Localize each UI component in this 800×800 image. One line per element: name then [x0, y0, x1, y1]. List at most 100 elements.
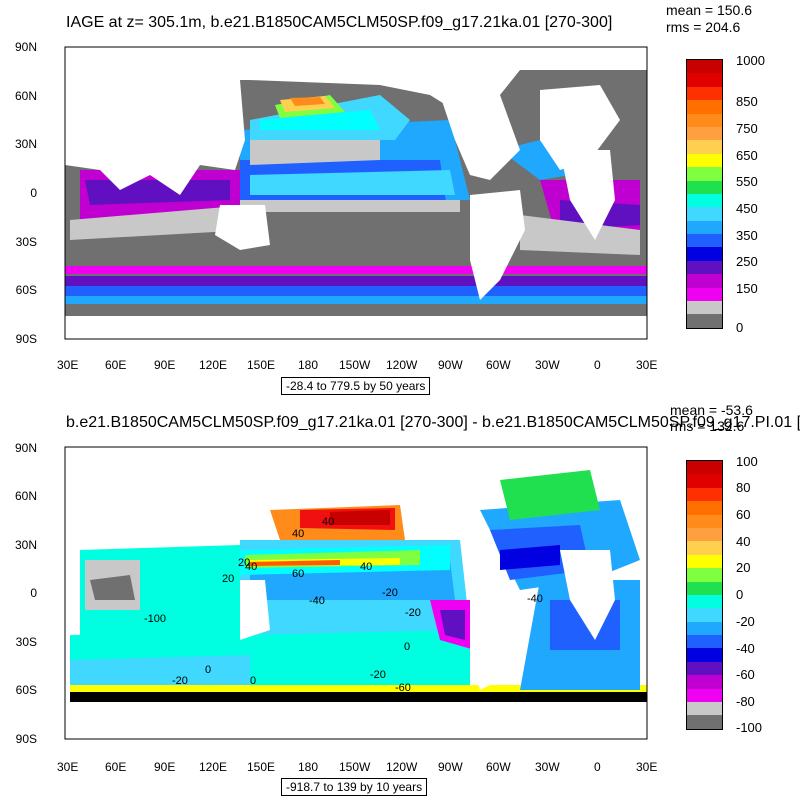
colorbar-swatch: [687, 554, 722, 569]
lon-label: 90W: [438, 358, 463, 372]
colorbar-swatch: [687, 126, 722, 141]
lat-label: 30S: [15, 635, 37, 649]
lat-label: 90N: [14, 40, 37, 54]
panel1-rms: rms = 204.6: [666, 19, 741, 35]
colorbar-swatch: [687, 153, 722, 168]
colorbar-label: 80: [736, 480, 751, 495]
colorbar-swatch: [687, 100, 722, 114]
colorbar-swatch: [687, 702, 722, 716]
colorbar-swatch: [687, 648, 722, 662]
contour-label: 40: [322, 516, 334, 528]
lat-label: 30N: [14, 137, 37, 151]
colorbar-swatch: [687, 220, 722, 235]
colorbar-swatch: [687, 234, 722, 248]
colorbar-swatch: [687, 608, 722, 622]
panel2-mean: mean = -53.6: [670, 402, 753, 418]
contour-label: -20: [172, 675, 188, 687]
lat-label: 60N: [14, 489, 37, 503]
contour-label: -20: [382, 587, 398, 599]
lon-label: 150E: [247, 760, 276, 774]
colorbar-swatch: [687, 73, 722, 87]
colorbar-label: -40: [736, 641, 755, 656]
colorbar-label: 550: [736, 174, 758, 189]
colorbar-label: -20: [736, 614, 755, 629]
lat-label: 0: [30, 586, 37, 600]
colorbar-swatch: [687, 501, 722, 515]
lon-label: 30E: [57, 358, 79, 372]
contour-label: 20: [222, 573, 234, 585]
colorbar-swatch: [687, 688, 722, 703]
lon-label: 30W: [535, 358, 560, 372]
lon-label: 150E: [247, 358, 276, 372]
lat-label: 60N: [14, 89, 37, 103]
colorbar-label: 450: [736, 201, 758, 216]
colorbar-swatch: [687, 287, 722, 302]
panel1-mean: mean = 150.6: [666, 2, 753, 18]
lon-label: 150W: [339, 760, 371, 774]
colorbar-swatch: [687, 635, 722, 649]
colorbar-label: 0: [736, 320, 744, 335]
contour-label: -40: [527, 593, 543, 605]
lat-label: 30S: [15, 235, 37, 249]
contour-label: 60: [292, 568, 304, 580]
colorbar-swatch: [687, 541, 722, 555]
colorbar-swatch: [687, 527, 722, 542]
lat-label: 90S: [15, 732, 37, 746]
colorbar-label: 1000: [736, 53, 765, 68]
colorbar-swatch: [687, 514, 722, 528]
contour-label: -20: [370, 669, 386, 681]
contour-label: 40: [360, 561, 372, 573]
colorbar-swatch: [687, 60, 722, 74]
contour-label: -60: [395, 682, 411, 694]
panel1-range-label: -28.4 to 779.5 by 50 years: [281, 377, 431, 395]
contour-label: -20: [405, 607, 421, 619]
panel2-title: b.e21.B1850CAM5CLM50SP.f09_g17.21ka.01 […: [66, 414, 800, 431]
contour-label: -100: [144, 613, 166, 625]
lon-label: 120E: [199, 760, 228, 774]
colorbar-swatch: [687, 247, 722, 261]
colorbar-swatch: [687, 661, 722, 676]
colorbar-label: 0: [736, 587, 744, 602]
lon-label: 30E: [57, 760, 79, 774]
colorbar-swatch: [687, 474, 722, 488]
colorbar-label: 60: [736, 507, 751, 522]
contour-label: 0: [250, 675, 256, 687]
lon-label: 30W: [535, 760, 560, 774]
lon-label: 0: [594, 760, 601, 774]
colorbar-swatch: [687, 581, 722, 595]
colorbar-label: -100: [736, 720, 763, 735]
colorbar-swatch: [687, 180, 722, 194]
colorbar-swatch: [687, 260, 722, 275]
colorbar-swatch: [687, 461, 722, 475]
colorbar-swatch: [687, 568, 722, 582]
colorbar-label: -60: [736, 667, 755, 682]
lon-label: 180: [298, 760, 319, 774]
contour-label: -40: [309, 595, 325, 607]
lon-label: 120W: [386, 358, 418, 372]
lon-label: 90E: [154, 358, 176, 372]
panel2-range-label: -918.7 to 139 by 10 years: [281, 778, 428, 796]
colorbar-swatch: [687, 113, 722, 127]
colorbar-swatch: [687, 274, 722, 288]
lon-label: 60W: [486, 358, 511, 372]
colorbar-swatch: [687, 301, 722, 315]
panel2-map: 40 40 20 20 40 60 40 -40 -20 -20 -100 0 …: [64, 446, 648, 740]
panel1-colorbar: [686, 59, 723, 329]
lat-label: 60S: [15, 283, 37, 297]
colorbar-label: 150: [736, 281, 758, 296]
colorbar-swatch: [687, 487, 722, 502]
lon-label: 60E: [105, 760, 127, 774]
lon-label: 120E: [199, 358, 228, 372]
colorbar-swatch: [687, 86, 722, 101]
colorbar-label: -80: [736, 694, 755, 709]
lon-label: 30E: [636, 358, 658, 372]
colorbar-swatch: [687, 675, 722, 689]
lon-label: 150W: [339, 358, 371, 372]
colorbar-label: 250: [736, 254, 758, 269]
contour-label: 40: [245, 561, 257, 573]
colorbar-swatch: [687, 314, 722, 328]
lon-label: 60E: [105, 358, 127, 372]
lon-label: 60W: [486, 760, 511, 774]
colorbar-label: 850: [736, 94, 758, 109]
colorbar-swatch: [687, 140, 722, 154]
